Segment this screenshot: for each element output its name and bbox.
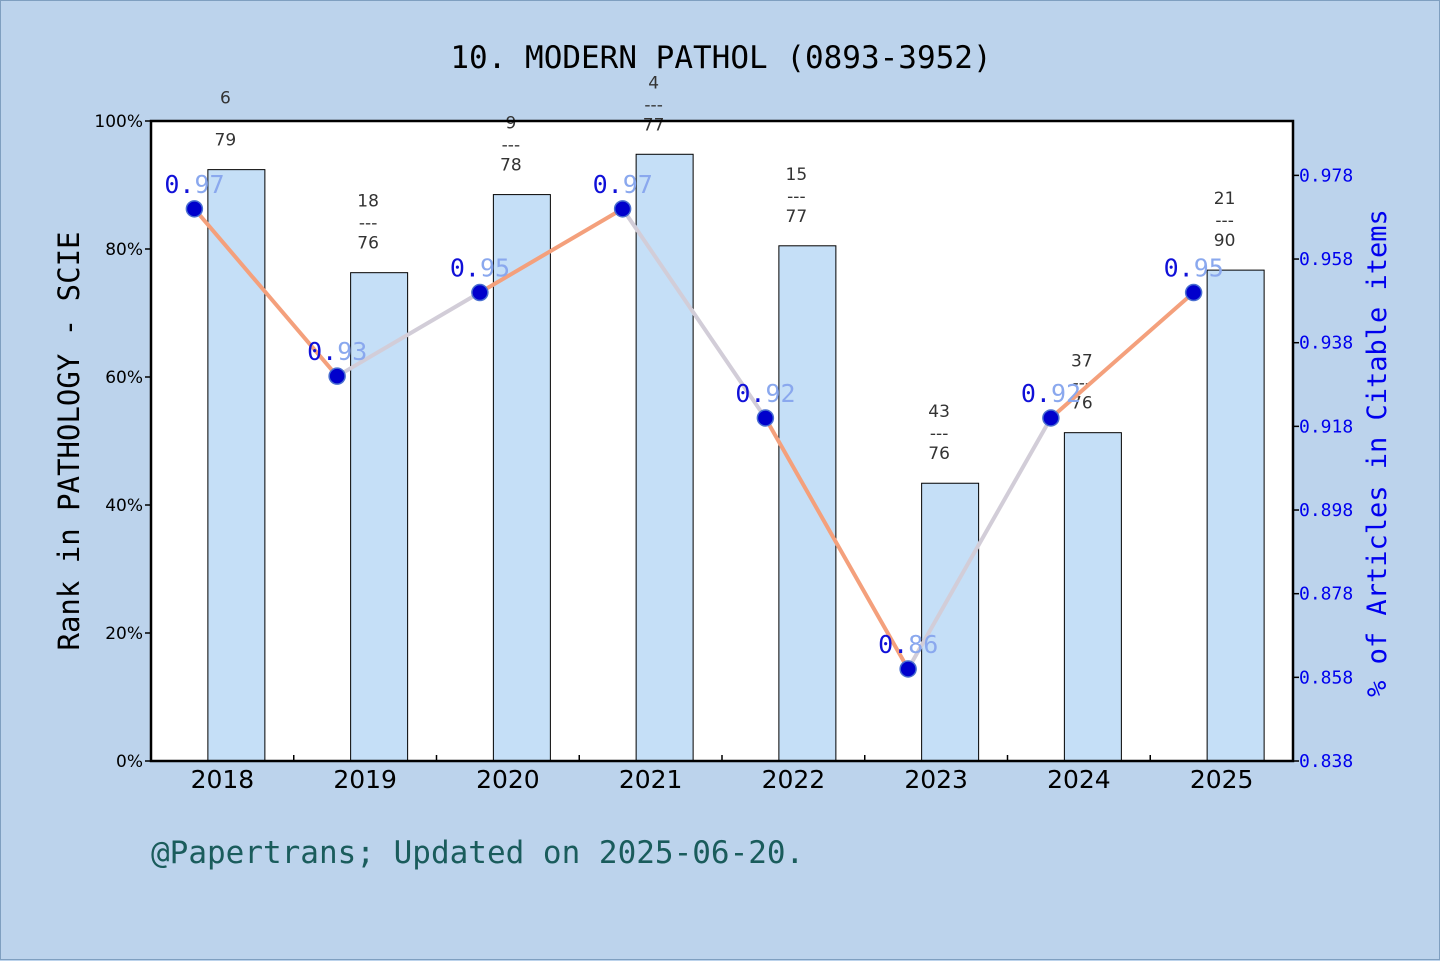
line-marker	[1184, 283, 1203, 302]
bar-total-label: 76	[1071, 394, 1093, 414]
bar-total-label: 77	[643, 115, 665, 135]
bar	[350, 272, 409, 762]
bar-total-label: 79	[215, 131, 237, 151]
point-label: 0.93	[307, 337, 367, 366]
point-label: 0.92	[1021, 379, 1081, 408]
line-marker	[471, 283, 489, 302]
y-right-tick-label: 0.898	[1299, 500, 1353, 521]
line-marker	[328, 367, 346, 385]
y-left-tick-label: 80%	[105, 240, 143, 260]
y-right-axis-title: % of Articles in Citable items	[1362, 209, 1393, 697]
bar	[921, 482, 980, 762]
bar	[207, 169, 266, 762]
y-right-tick-label: 0.978	[1299, 165, 1353, 186]
y-left-tick-label: 60%	[105, 368, 143, 388]
bar-separator: ---	[359, 214, 377, 234]
y-right-tick-label: 0.958	[1299, 249, 1353, 270]
y-left-tick-label: 100%	[94, 112, 143, 132]
bar-rank-label: 15	[786, 165, 808, 185]
line-segment	[477, 206, 625, 295]
line-segment	[335, 290, 482, 379]
line-segment	[620, 206, 768, 420]
y-left-axis-title: Rank in PATHOLOGY - SCIE	[52, 231, 86, 650]
x-tick-label: 2019	[333, 765, 397, 794]
bar-total-label: 78	[500, 156, 522, 176]
bar-rank-label: 4	[648, 73, 659, 93]
bar-total-label: 76	[357, 234, 379, 254]
point-label: 0.95	[1164, 254, 1224, 283]
x-tick-label: 2025	[1190, 765, 1254, 794]
point-label: 0.97	[164, 170, 224, 199]
bar-rank-label: 6	[220, 89, 231, 109]
line-marker	[185, 200, 204, 218]
y-right-tick-label: 0.858	[1299, 667, 1353, 688]
line-segment	[763, 415, 911, 671]
bar-separator: ---	[502, 136, 520, 156]
y-left-tick-label: 40%	[105, 496, 143, 516]
line-segment	[906, 415, 1053, 671]
x-tick-label: 2018	[191, 765, 255, 794]
line-segment	[192, 206, 340, 379]
bar-separator: ---	[1215, 211, 1233, 231]
y-right-tick-label: 0.838	[1299, 751, 1353, 772]
bar	[635, 153, 694, 762]
bar-total-label: 76	[928, 444, 950, 464]
bar	[778, 245, 837, 762]
point-label: 0.86	[878, 630, 938, 659]
point-label: 0.92	[735, 379, 795, 408]
line-marker	[899, 660, 917, 678]
bar-separator: ---	[787, 187, 805, 207]
bar-separator: ---	[930, 424, 948, 444]
x-tick-label: 2020	[476, 765, 540, 794]
bar	[1206, 269, 1265, 762]
bar-separator: ---	[644, 95, 662, 115]
x-tick-label: 2021	[619, 765, 683, 794]
bar	[1063, 432, 1122, 762]
y-right-tick-label: 0.918	[1299, 416, 1353, 437]
line-marker	[756, 409, 775, 427]
y-left-tick-label: 20%	[105, 624, 143, 644]
bar-total-label: 90	[1214, 231, 1236, 251]
point-label: 0.97	[593, 170, 653, 199]
y-left-tick-label: 0%	[116, 752, 143, 772]
bar-rank-label: 37	[1071, 352, 1093, 372]
footnote: @Papertrans; Updated on 2025-06-20.	[151, 835, 805, 871]
bar-total-label: 77	[786, 207, 808, 227]
x-tick-label: 2022	[762, 765, 826, 794]
y-right-tick-label: 0.938	[1299, 333, 1353, 354]
bar-rank-label: 9	[505, 114, 516, 134]
bar-rank-label: 43	[928, 402, 950, 422]
bar-rank-label: 21	[1214, 189, 1236, 209]
chart-title: 10. MODERN PATHOL (0893-3952)	[450, 40, 991, 76]
point-label: 0.95	[450, 254, 510, 283]
x-tick-label: 2024	[1047, 765, 1111, 794]
bar-rank-label: 18	[357, 192, 379, 212]
line-marker	[1042, 409, 1060, 427]
y-right-tick-label: 0.878	[1299, 584, 1353, 605]
line-segment	[1048, 290, 1196, 420]
x-tick-label: 2023	[904, 765, 968, 794]
line-marker	[613, 200, 632, 218]
